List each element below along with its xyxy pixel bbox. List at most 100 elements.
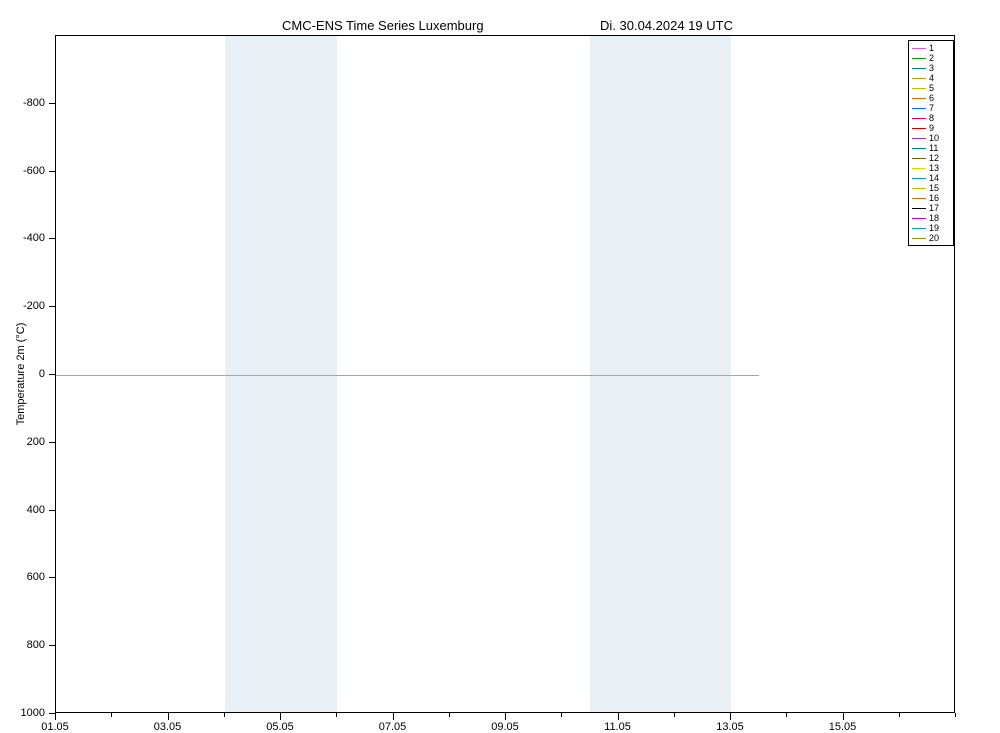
legend-item: 14 [912, 173, 950, 183]
x-tick [55, 713, 56, 720]
legend-label: 4 [929, 73, 934, 83]
legend-swatch [912, 178, 926, 179]
y-tick [49, 171, 55, 172]
legend-label: 2 [929, 53, 934, 63]
x-tick [168, 713, 169, 720]
legend-item: 2 [912, 53, 950, 63]
legend-item: 11 [912, 143, 950, 153]
x-tick [505, 713, 506, 720]
legend-swatch [912, 78, 926, 79]
legend-swatch [912, 48, 926, 49]
legend-label: 6 [929, 93, 934, 103]
legend-item: 1 [912, 43, 950, 53]
y-tick [49, 306, 55, 307]
legend-swatch [912, 168, 926, 169]
legend-label: 19 [929, 223, 939, 233]
legend-swatch [912, 118, 926, 119]
x-tick [730, 713, 731, 720]
x-tick [336, 713, 337, 717]
y-tick-label: 600 [15, 571, 45, 583]
legend-swatch [912, 128, 926, 129]
x-tick [786, 713, 787, 717]
legend-swatch [912, 188, 926, 189]
legend-swatch [912, 138, 926, 139]
x-tick [899, 713, 900, 717]
legend-item: 7 [912, 103, 950, 113]
x-tick [618, 713, 619, 720]
legend-item: 3 [912, 63, 950, 73]
legend-swatch [912, 68, 926, 69]
legend-item: 12 [912, 153, 950, 163]
series-line [56, 375, 759, 376]
shaded-band [590, 36, 703, 712]
y-tick-label: 200 [15, 436, 45, 448]
legend-label: 8 [929, 113, 934, 123]
y-tick [49, 577, 55, 578]
chart-title-right: Di. 30.04.2024 19 UTC [600, 18, 733, 33]
legend-label: 3 [929, 63, 934, 73]
legend-item: 18 [912, 213, 950, 223]
legend-label: 13 [929, 163, 939, 173]
x-tick-label: 15.05 [829, 721, 857, 733]
x-tick-label: 01.05 [41, 721, 69, 733]
x-tick-label: 05.05 [266, 721, 294, 733]
legend-label: 14 [929, 173, 939, 183]
y-tick-label: 400 [15, 504, 45, 516]
x-tick-label: 13.05 [716, 721, 744, 733]
legend-swatch [912, 228, 926, 229]
legend-swatch [912, 88, 926, 89]
legend-swatch [912, 208, 926, 209]
x-tick-label: 09.05 [491, 721, 519, 733]
y-tick [49, 374, 55, 375]
legend-item: 13 [912, 163, 950, 173]
x-tick [224, 713, 225, 717]
legend-item: 20 [912, 233, 950, 243]
y-tick-label: 1000 [15, 707, 45, 719]
x-tick [674, 713, 675, 717]
legend-label: 15 [929, 183, 939, 193]
y-tick [49, 103, 55, 104]
legend-item: 9 [912, 123, 950, 133]
legend-item: 5 [912, 83, 950, 93]
legend-label: 10 [929, 133, 939, 143]
y-tick-label: -400 [15, 232, 45, 244]
legend-label: 1 [929, 43, 934, 53]
legend-swatch [912, 58, 926, 59]
y-tick [49, 442, 55, 443]
legend-label: 18 [929, 213, 939, 223]
x-tick [280, 713, 281, 720]
legend-label: 12 [929, 153, 939, 163]
x-tick [393, 713, 394, 720]
legend-swatch [912, 198, 926, 199]
legend-item: 6 [912, 93, 950, 103]
x-tick [111, 713, 112, 717]
y-tick [49, 645, 55, 646]
legend-label: 17 [929, 203, 939, 213]
plot-area [55, 35, 955, 713]
legend-label: 9 [929, 123, 934, 133]
legend-label: 16 [929, 193, 939, 203]
legend-label: 7 [929, 103, 934, 113]
chart-container: CMC-ENS Time Series Luxemburg Di. 30.04.… [0, 0, 1000, 733]
legend-box: 1234567891011121314151617181920 [908, 40, 954, 246]
chart-title-left: CMC-ENS Time Series Luxemburg [282, 18, 484, 33]
y-tick [49, 510, 55, 511]
legend-item: 15 [912, 183, 950, 193]
legend-swatch [912, 108, 926, 109]
shaded-band [253, 36, 337, 712]
legend-label: 5 [929, 83, 934, 93]
y-tick-label: -600 [15, 165, 45, 177]
legend-item: 16 [912, 193, 950, 203]
legend-swatch [912, 238, 926, 239]
y-tick-label: -800 [15, 97, 45, 109]
x-tick [843, 713, 844, 720]
legend-item: 17 [912, 203, 950, 213]
legend-swatch [912, 218, 926, 219]
shaded-band [703, 36, 731, 712]
legend-item: 4 [912, 73, 950, 83]
x-tick-label: 07.05 [379, 721, 407, 733]
legend-item: 8 [912, 113, 950, 123]
legend-label: 20 [929, 233, 939, 243]
x-tick-label: 11.05 [604, 721, 631, 733]
y-tick [49, 238, 55, 239]
